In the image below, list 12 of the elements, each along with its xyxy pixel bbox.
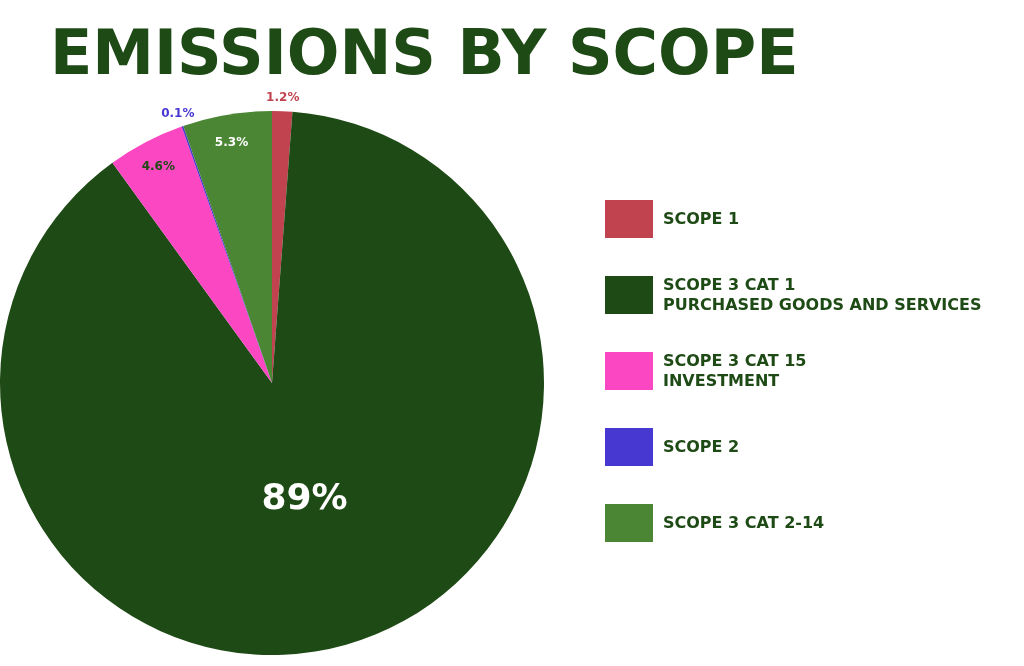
data-label: 0.1% bbox=[161, 105, 195, 120]
data-label: 1.2% bbox=[266, 90, 300, 105]
pie-slice bbox=[112, 126, 272, 383]
legend-label: SCOPE 1 bbox=[663, 209, 740, 228]
legend-label: SCOPE 3 CAT 15 INVESTMENT bbox=[663, 351, 807, 390]
chart-title: EMISSIONS BY SCOPE bbox=[50, 16, 799, 90]
data-label: 5.3% bbox=[214, 134, 249, 149]
legend-label: SCOPE 3 CAT 1 PURCHASED GOODS AND SERVICES bbox=[663, 275, 982, 314]
legend-label: SCOPE 2 bbox=[663, 437, 740, 456]
data-label: 4.6% bbox=[141, 159, 175, 174]
data-label: 89% bbox=[261, 476, 348, 518]
legend-label: SCOPE 3 CAT 2-14 bbox=[663, 513, 825, 532]
